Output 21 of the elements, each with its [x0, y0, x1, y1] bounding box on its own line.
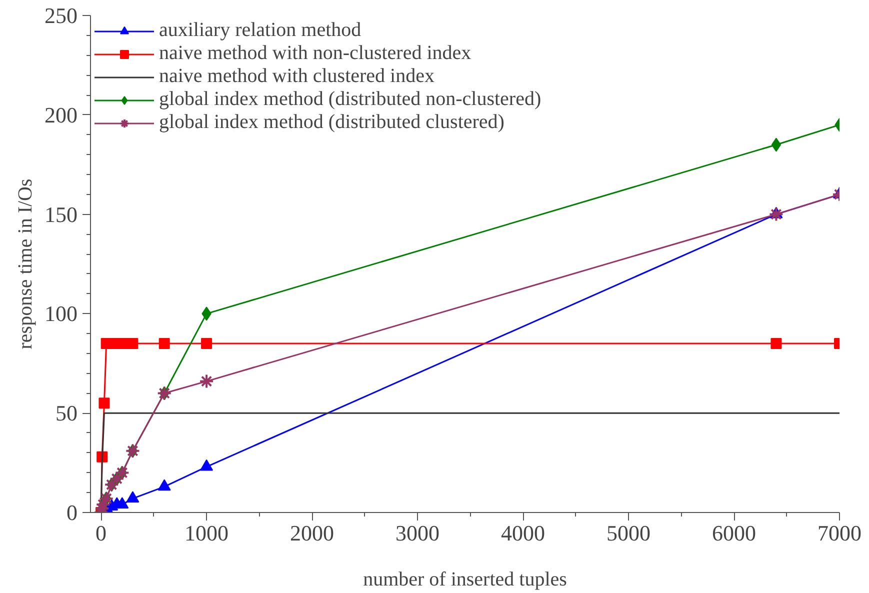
y-tick-label: 100	[44, 301, 78, 326]
legend-label: naive method with clustered index	[159, 65, 434, 88]
legend-label: auxiliary relation method	[159, 19, 362, 42]
x-tick-label: 0	[96, 520, 107, 546]
x-tick-label: 7000	[818, 520, 862, 546]
legend-label: global index method (distributed non-clustered)	[159, 88, 542, 111]
x-tick-label: 5000	[606, 520, 651, 546]
x-tick-label: 3000	[396, 520, 440, 546]
x-tick-label: 6000	[712, 520, 756, 546]
y-axis-title: response time in I/Os	[14, 178, 36, 350]
y-tick-label: 150	[44, 202, 78, 227]
x-tick-label: 2000	[290, 520, 334, 546]
legend-label: naive method with non-clustered index	[159, 42, 472, 65]
legend-label: global index method (distributed clustered)	[159, 111, 504, 134]
y-tick-label: 0	[66, 500, 78, 525]
x-tick-label: 1000	[184, 520, 229, 546]
y-tick-label: 250	[44, 3, 78, 28]
y-tick-label: 50	[56, 400, 78, 426]
x-axis-title: number of inserted tuples	[363, 568, 568, 590]
x-tick-label: 4000	[501, 520, 546, 546]
y-tick-label: 200	[44, 102, 78, 128]
